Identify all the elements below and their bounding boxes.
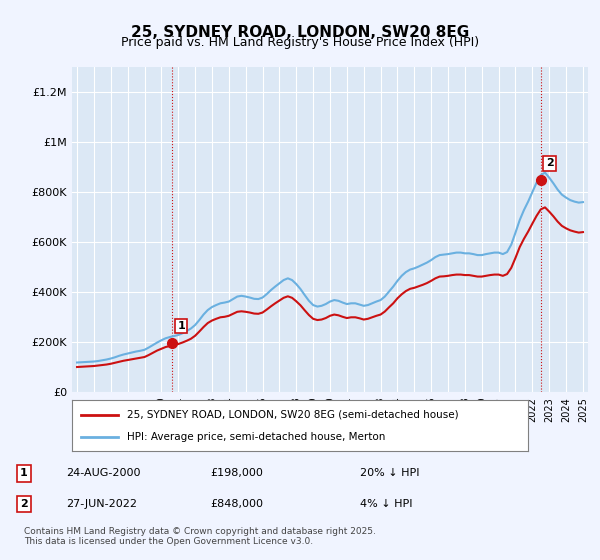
Text: 27-JUN-2022: 27-JUN-2022 bbox=[66, 499, 137, 509]
Text: £848,000: £848,000 bbox=[210, 499, 263, 509]
Text: 24-AUG-2000: 24-AUG-2000 bbox=[66, 468, 140, 478]
Text: 25, SYDNEY ROAD, LONDON, SW20 8EG: 25, SYDNEY ROAD, LONDON, SW20 8EG bbox=[131, 25, 469, 40]
Text: 4% ↓ HPI: 4% ↓ HPI bbox=[360, 499, 413, 509]
Text: 2: 2 bbox=[20, 499, 28, 509]
Text: 1: 1 bbox=[178, 321, 185, 331]
Text: 2: 2 bbox=[545, 158, 553, 169]
Text: 25, SYDNEY ROAD, LONDON, SW20 8EG (semi-detached house): 25, SYDNEY ROAD, LONDON, SW20 8EG (semi-… bbox=[127, 409, 458, 419]
Text: £198,000: £198,000 bbox=[210, 468, 263, 478]
Text: 20% ↓ HPI: 20% ↓ HPI bbox=[360, 468, 419, 478]
Text: Price paid vs. HM Land Registry's House Price Index (HPI): Price paid vs. HM Land Registry's House … bbox=[121, 36, 479, 49]
Text: 1: 1 bbox=[20, 468, 28, 478]
Text: Contains HM Land Registry data © Crown copyright and database right 2025.
This d: Contains HM Land Registry data © Crown c… bbox=[24, 526, 376, 546]
Text: HPI: Average price, semi-detached house, Merton: HPI: Average price, semi-detached house,… bbox=[127, 432, 385, 442]
